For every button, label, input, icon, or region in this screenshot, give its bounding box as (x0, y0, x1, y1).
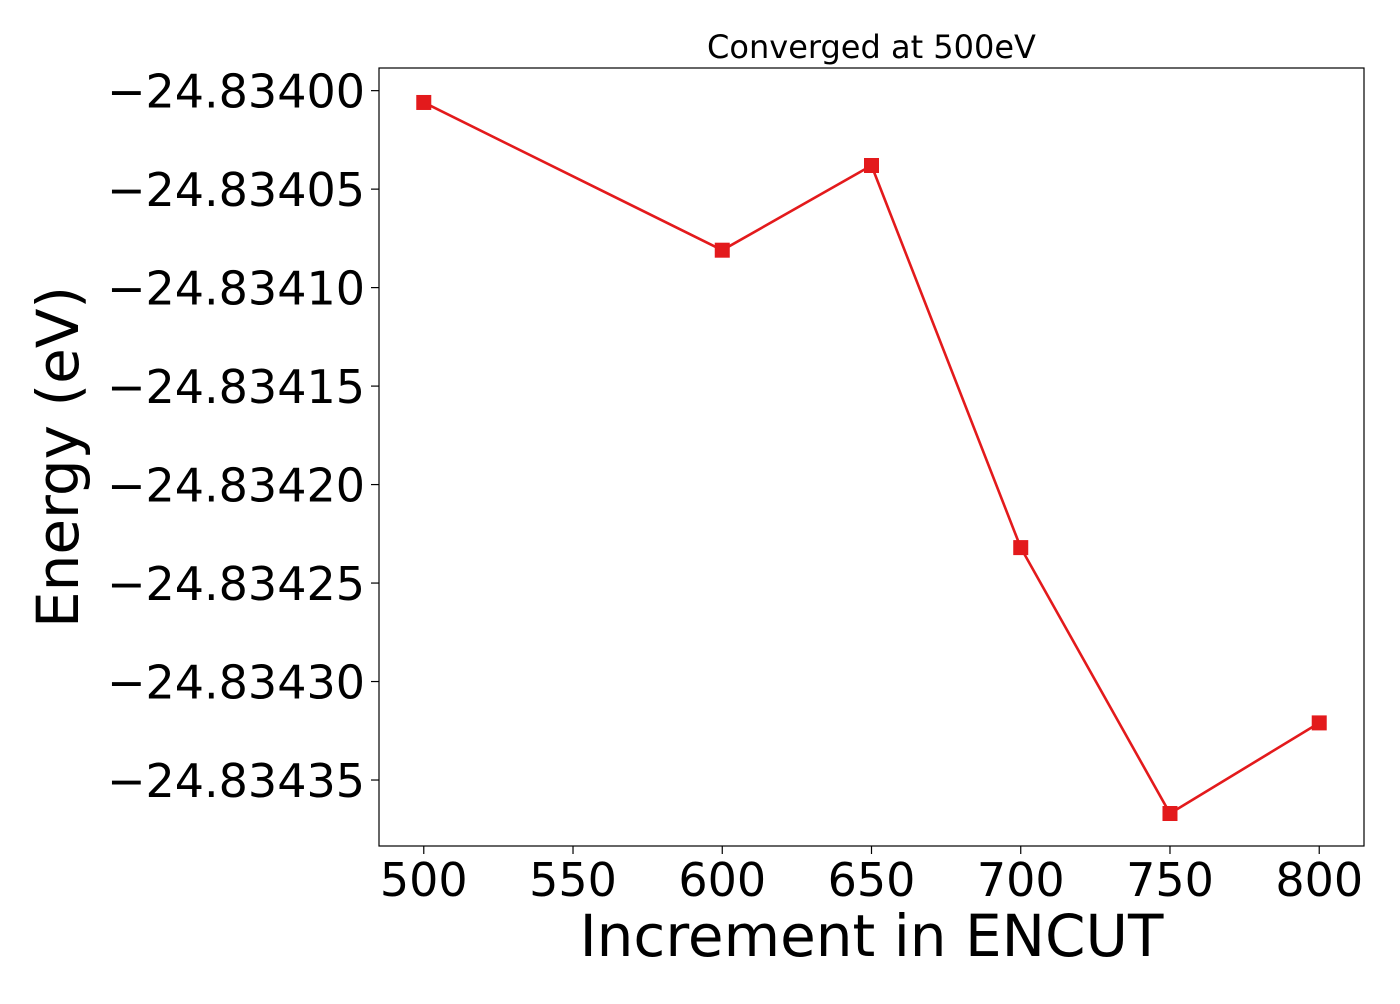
data-point-marker (714, 242, 730, 258)
x-tick-label: 650 (828, 853, 916, 907)
data-point-marker (864, 157, 879, 173)
axes-layer: 500 550 600 650 700 750 800 −24.83400 −24.83405 −… (107, 65, 1365, 907)
y-tick-label: −24.83415 (107, 360, 365, 414)
y-axis-label: Energy (eV) (24, 286, 92, 628)
x-tick-label: 500 (380, 853, 468, 907)
series-line (423, 101, 1320, 815)
y-tick-label: −24.83435 (107, 754, 365, 808)
data-point-marker (416, 94, 432, 110)
y-tick-label: −24.83410 (107, 262, 365, 316)
data-point-marker (1311, 715, 1327, 731)
data-point-marker (1162, 806, 1178, 822)
x-tick-label: 800 (1275, 853, 1363, 907)
y-tick-label: −24.83420 (107, 459, 365, 513)
y-tick-label: −24.83405 (107, 163, 365, 217)
plot-frame (378, 67, 1365, 847)
x-axis-label: Increment in ENCUT (580, 902, 1164, 970)
series-layer (416, 94, 1327, 822)
y-tick-label: −24.83425 (107, 557, 365, 611)
x-tick-label: 550 (529, 853, 617, 907)
y-tick-label: −24.83400 (107, 65, 365, 119)
chart-title: Converged at 500eV (707, 28, 1036, 66)
y-tick-label: −24.83430 (107, 656, 365, 710)
x-tick-label: 600 (678, 853, 766, 907)
data-point-marker (1013, 540, 1029, 556)
x-tick-label: 700 (977, 853, 1065, 907)
x-tick-label: 750 (1126, 853, 1214, 907)
